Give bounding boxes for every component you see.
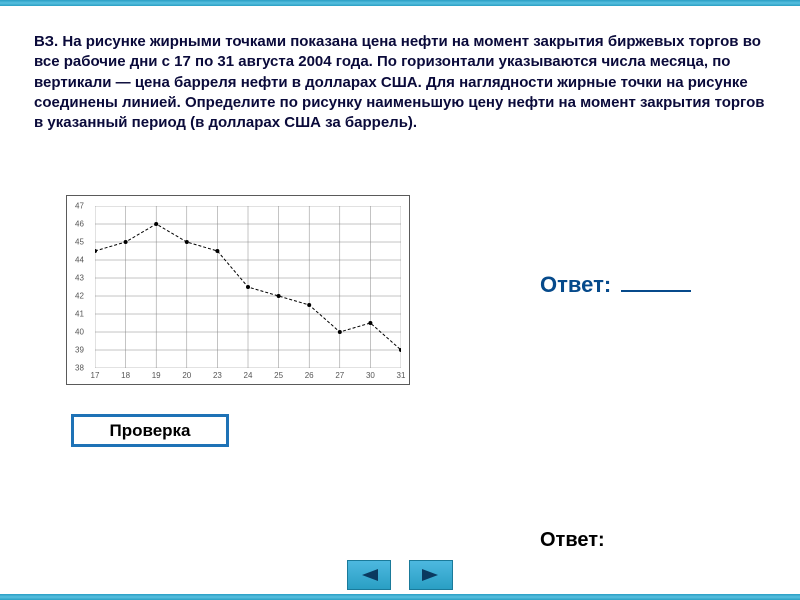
nav-arrows — [347, 560, 453, 590]
check-button[interactable]: Проверка — [71, 414, 229, 447]
blank-underline — [621, 290, 691, 292]
y-tick-label: 46 — [75, 220, 84, 229]
y-tick-label: 42 — [75, 292, 84, 301]
prev-button[interactable] — [347, 560, 391, 590]
x-tick-label: 20 — [182, 371, 191, 380]
y-tick-label: 44 — [75, 256, 84, 265]
y-tick-label: 41 — [75, 310, 84, 319]
y-tick-label: 40 — [75, 328, 84, 337]
chart-svg — [95, 206, 401, 368]
arrow-right-icon — [422, 567, 440, 583]
y-tick-label: 45 — [75, 238, 84, 247]
x-tick-label: 18 — [121, 371, 130, 380]
y-tick-label: 38 — [75, 364, 84, 373]
x-tick-label: 24 — [244, 371, 253, 380]
y-tick-label: 43 — [75, 274, 84, 283]
x-tick-label: 31 — [397, 371, 406, 380]
x-tick-label: 27 — [335, 371, 344, 380]
oil-price-chart: 38 39 40 41 42 43 44 45 46 47 17 18 19 20 23 24 25 26 27 30… — [66, 195, 410, 385]
bottom-border — [0, 594, 800, 600]
x-tick-label: 26 — [305, 371, 314, 380]
x-tick-label: 30 — [366, 371, 375, 380]
x-tick-label: 23 — [213, 371, 222, 380]
next-button[interactable] — [409, 560, 453, 590]
x-tick-label: 19 — [152, 371, 161, 380]
y-tick-label: 39 — [75, 346, 84, 355]
final-answer-label: Ответ: — [540, 529, 605, 551]
answer-blank-line: Ответ: — [540, 272, 691, 298]
check-button-label: Проверка — [109, 421, 190, 441]
x-tick-label: 17 — [91, 371, 100, 380]
x-tick-label: 25 — [274, 371, 283, 380]
problem-text: ВЗ. На рисунке жирными точками показана … — [34, 32, 770, 133]
final-answer-value: 39 — [610, 529, 632, 551]
answer-label: Ответ: — [540, 272, 611, 297]
top-border — [0, 0, 800, 6]
y-tick-label: 47 — [75, 202, 84, 211]
arrow-left-icon — [360, 567, 378, 583]
explanation-text: Из графика видно, что наименьшая цена за… — [34, 473, 740, 521]
final-answer: Ответ: 39 — [540, 529, 633, 552]
